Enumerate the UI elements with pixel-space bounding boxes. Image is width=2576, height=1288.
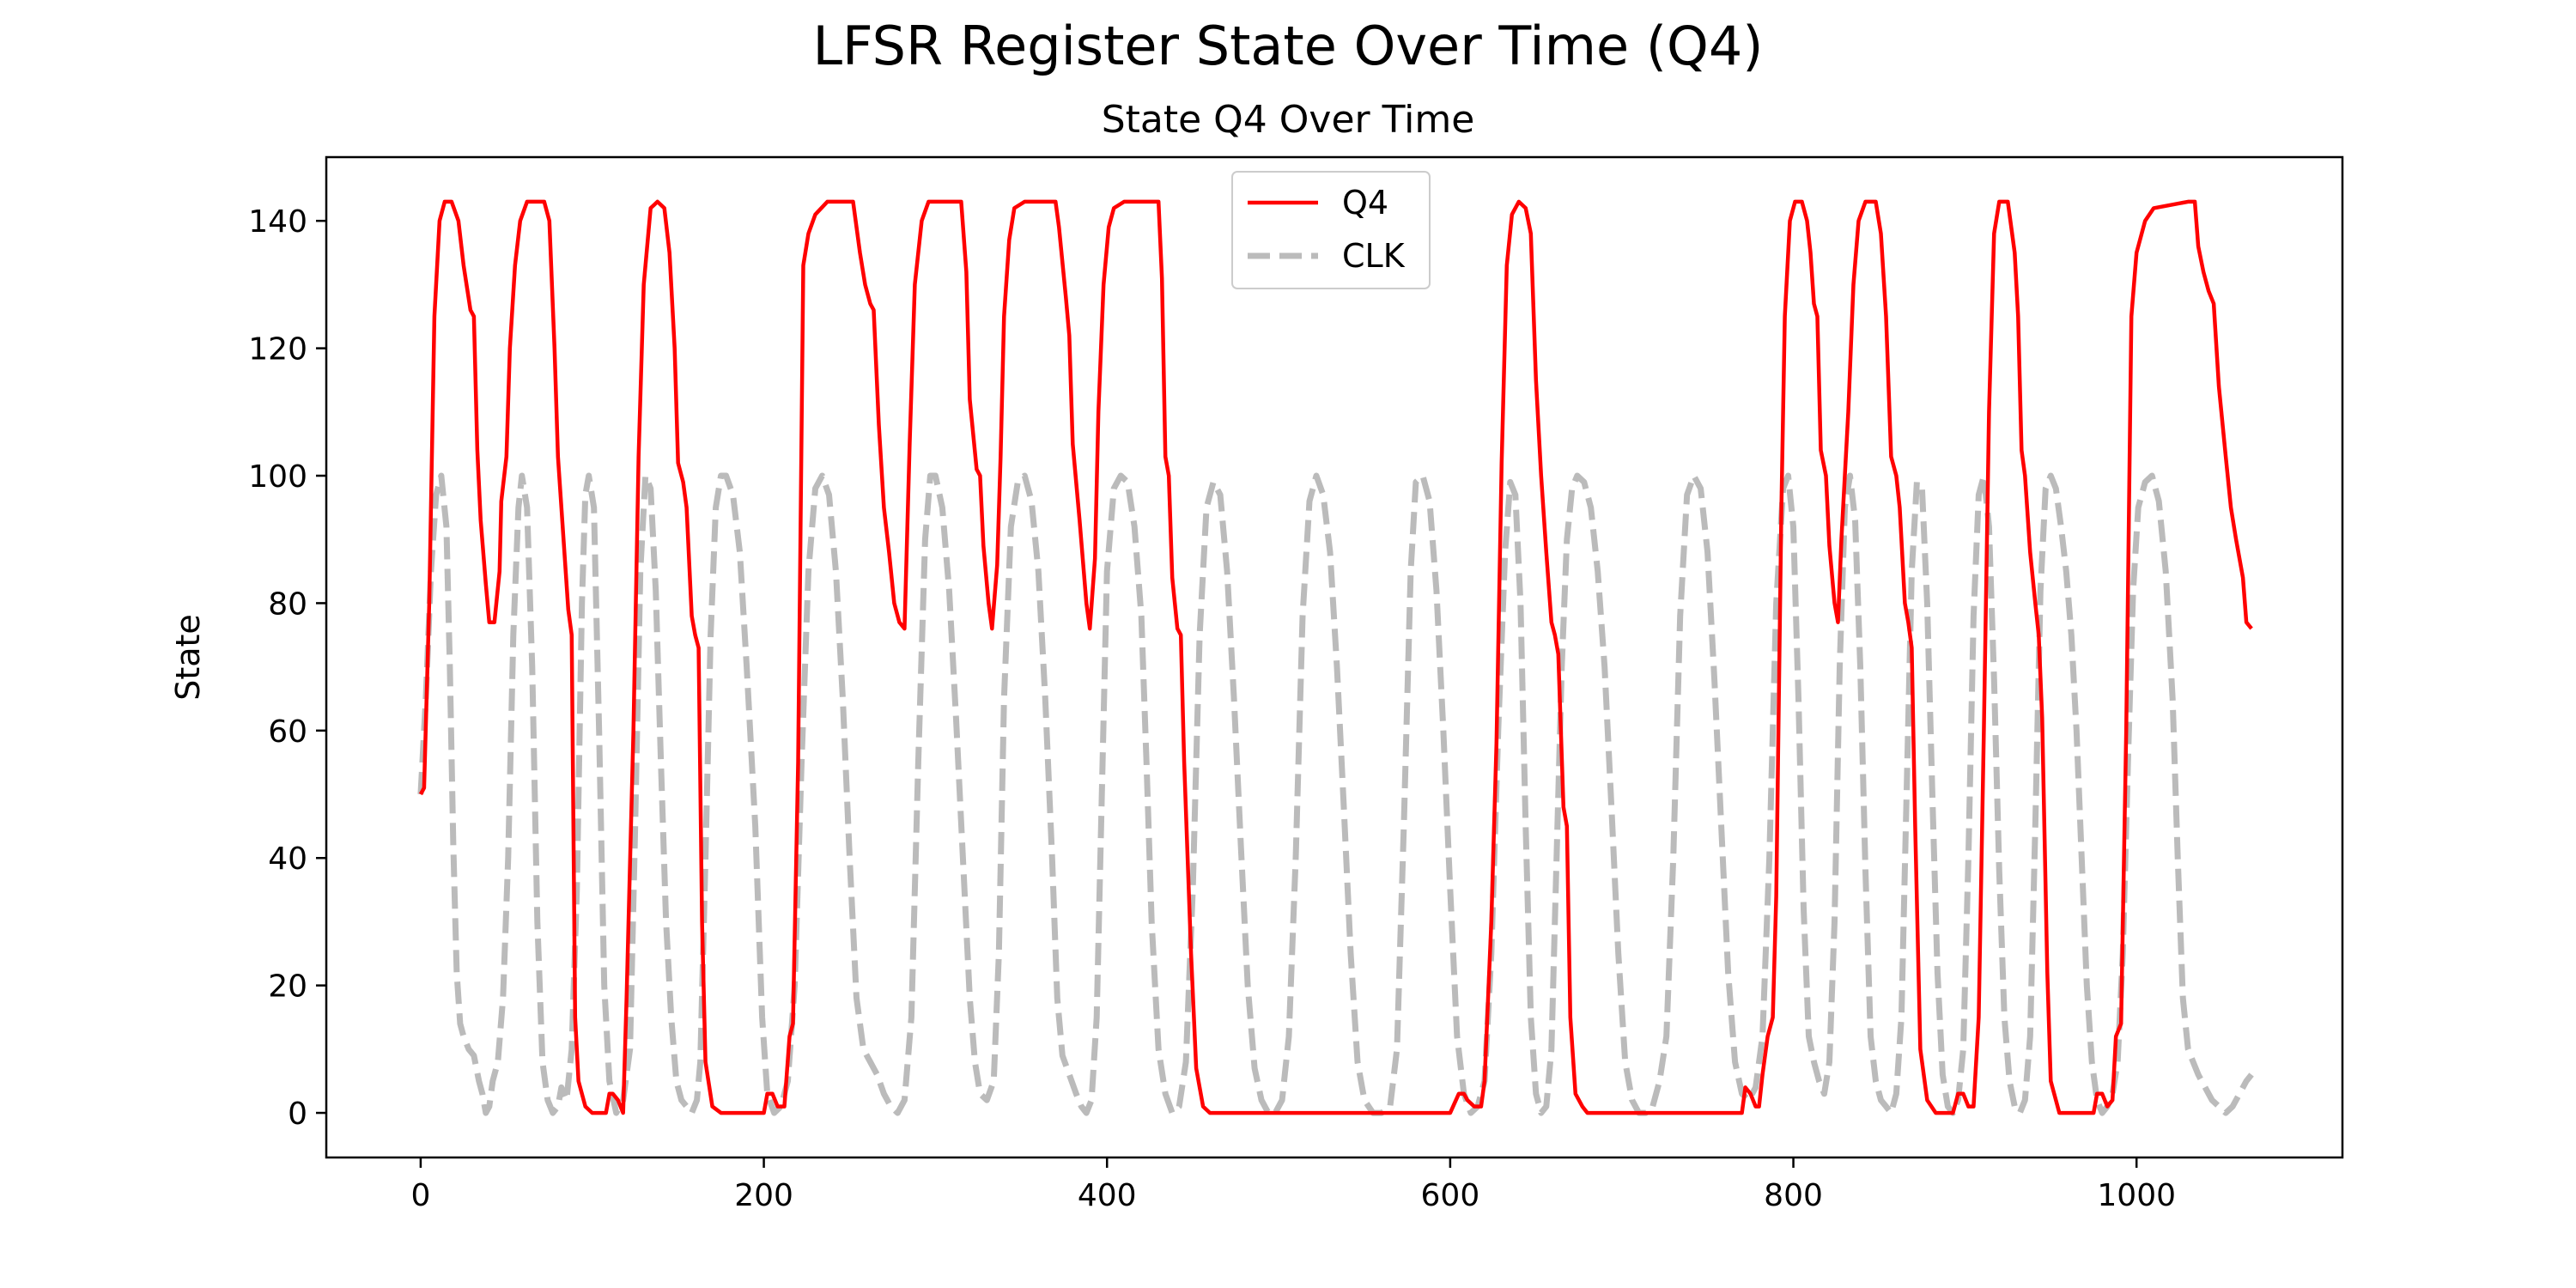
- y-tick-label: 120: [248, 332, 307, 368]
- y-tick-label: 20: [268, 969, 307, 1005]
- x-tick-label: 1000: [2097, 1178, 2176, 1213]
- y-tick-label: 80: [268, 586, 307, 622]
- series-layer: [417, 199, 2254, 1116]
- y-axis: 0 20 40 60 80 100 120 140: [248, 204, 326, 1132]
- x-tick-label: 600: [1421, 1178, 1480, 1213]
- series-line-q4: [418, 199, 2253, 1115]
- series-line-clk: [417, 472, 2254, 1116]
- plot-frame: [325, 155, 2344, 1159]
- y-tick-label: 40: [268, 841, 307, 877]
- chart-subtitle: State Q4 Over Time: [1102, 98, 1475, 142]
- x-tick-label: 0: [410, 1178, 430, 1213]
- x-tick-label: 200: [734, 1178, 793, 1213]
- y-axis-label: State: [169, 614, 207, 701]
- x-axis: 0 200 400 600 800 1000: [410, 1157, 2176, 1213]
- x-tick-label: 800: [1764, 1178, 1823, 1213]
- legend: Q4 CLK: [1231, 171, 1431, 289]
- chart-title: LFSR Register State Over Time (Q4): [813, 15, 1764, 77]
- y-tick-label: 140: [248, 204, 307, 240]
- y-tick-label: 100: [248, 459, 307, 495]
- y-tick-label: 60: [268, 714, 307, 750]
- legend-label-q4: Q4: [1342, 184, 1388, 222]
- legend-label-clk: CLK: [1342, 237, 1406, 275]
- y-tick-label: 0: [288, 1097, 307, 1132]
- x-tick-label: 400: [1078, 1178, 1137, 1213]
